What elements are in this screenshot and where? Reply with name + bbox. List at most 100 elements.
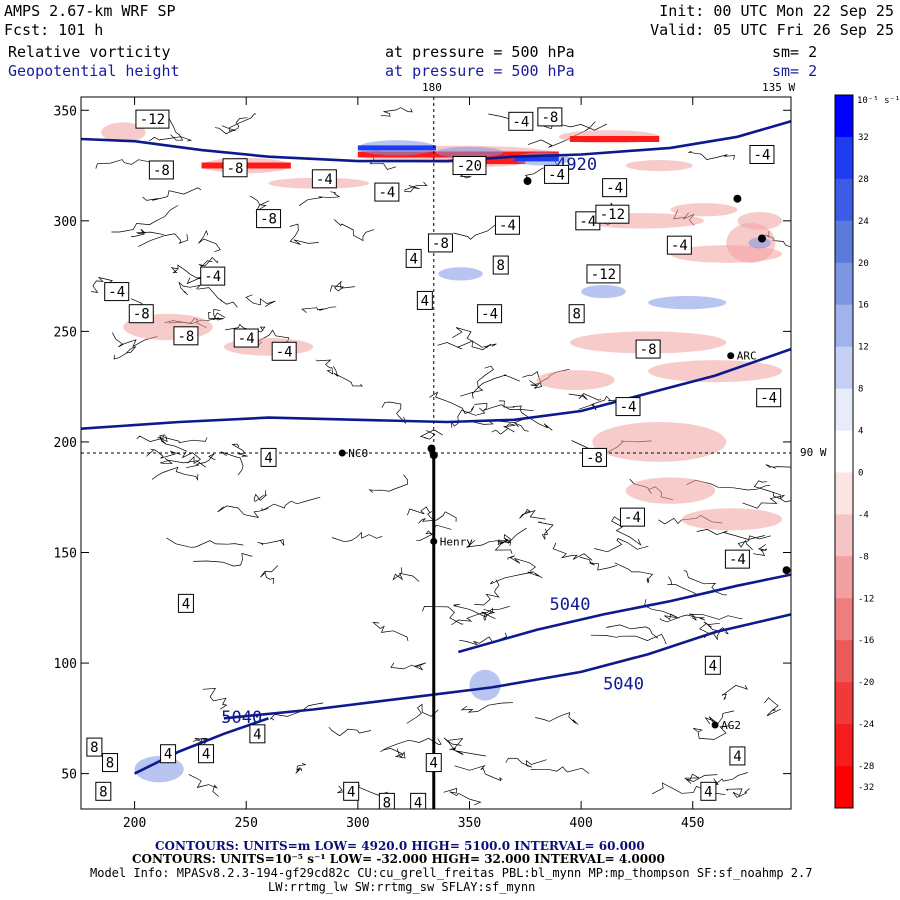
lon-label-135w: 135 W xyxy=(762,81,796,94)
x-tick-label: 350 xyxy=(458,816,481,831)
vorticity-thin-contour xyxy=(260,565,279,584)
vorticity-thin-contour xyxy=(443,787,482,806)
vorticity-thin-contour xyxy=(245,294,276,307)
vorticity-label-box xyxy=(260,447,277,467)
height-contour-line xyxy=(81,347,791,430)
station-dot xyxy=(430,537,438,545)
vorticity-thin-contour xyxy=(594,538,649,553)
vorticity-thin-contour xyxy=(404,181,428,193)
vorticity-thin-contour xyxy=(481,608,496,622)
marker-dot xyxy=(782,566,791,575)
vorticity-thin-contours xyxy=(91,107,791,806)
vorticity-label: -4 xyxy=(620,400,637,416)
vorticity-label: 4 xyxy=(164,747,172,763)
colorbar-swatch xyxy=(835,95,853,138)
vorticity-label: 4 xyxy=(709,658,717,674)
vorticity-thin-contour xyxy=(178,281,202,296)
vorticity-thin-contour xyxy=(452,327,497,348)
vorticity-thin-contour xyxy=(331,531,383,543)
vorticity-thin-contour xyxy=(753,544,768,556)
vorticity-thin-contour xyxy=(197,287,238,308)
vorticity-label-box xyxy=(544,164,570,184)
vorticity-label-box xyxy=(148,160,174,180)
vorticity-label: 4 xyxy=(264,450,272,466)
vorticity-label-box xyxy=(311,169,337,189)
vorticity-thin-contour xyxy=(269,702,324,721)
vorticity-thin-contour xyxy=(407,506,433,520)
station-name: AG2 xyxy=(721,719,741,732)
vorticity-label: -4 xyxy=(579,214,596,230)
vorticity-thin-contour xyxy=(113,346,136,360)
vorticity-label: 8 xyxy=(572,307,580,323)
colorbar-swatch xyxy=(835,556,853,599)
x-tick-label: 400 xyxy=(569,816,592,831)
vorticity-label-box xyxy=(86,737,103,757)
colorbar-tick-label: 24 xyxy=(858,217,869,227)
colorbar-tick-label: -28 xyxy=(858,762,874,772)
vorticity-label-box xyxy=(198,744,215,764)
height-contour-line xyxy=(457,573,791,654)
vorticity-thin-contour xyxy=(494,537,513,554)
y-tick-label: 100 xyxy=(54,657,77,672)
vorticity-thin-contour xyxy=(380,737,442,753)
vorticity-thin-contour xyxy=(337,785,388,796)
vorticity-label: 4 xyxy=(182,596,190,612)
station-dot xyxy=(727,352,735,360)
vorticity-thin-contour xyxy=(611,516,642,546)
colorbar-tick-label: -24 xyxy=(858,720,874,730)
vorticity-label-box xyxy=(256,209,282,229)
vorticity-thin-contour xyxy=(95,159,165,169)
vorticity-label: -4 xyxy=(671,238,688,254)
smoothing-2: sm= 2 xyxy=(772,62,818,80)
vorticity-label: -4 xyxy=(499,218,516,234)
vorticity-label-box xyxy=(135,109,170,129)
vorticity-label-box xyxy=(102,753,119,773)
vorticity-thin-contour xyxy=(683,570,727,596)
vorticity-label: -4 xyxy=(316,172,333,188)
vorticity-label: -8 xyxy=(227,161,244,177)
vorticity-thin-contour xyxy=(530,766,590,774)
negative-vorticity-region xyxy=(737,211,783,230)
vorticity-label: 8 xyxy=(383,795,391,811)
vorticity-label: 4 xyxy=(347,784,355,800)
init-time: Init: 00 UTC Mon 22 Sep 25 xyxy=(659,2,894,20)
colorbar-swatch xyxy=(835,178,853,222)
vorticity-label: -12 xyxy=(591,267,616,283)
vorticity-thin-contour xyxy=(535,712,579,725)
vorticity-label: 4 xyxy=(704,784,712,800)
vorticity-thin-contour xyxy=(429,391,475,414)
pressure-level-2: at pressure = 500 hPa xyxy=(385,62,575,80)
vorticity-label-box xyxy=(602,178,628,198)
vorticity-thin-contour xyxy=(193,553,253,567)
vorticity-thin-contour xyxy=(451,605,510,626)
vorticity-thin-contour xyxy=(315,359,334,375)
vorticity-thin-contour xyxy=(368,474,409,493)
vorticity-thin-contour xyxy=(498,400,529,418)
vorticity-label-box xyxy=(343,781,360,801)
vorticity-label-box xyxy=(492,255,509,275)
vorticity-label-box xyxy=(586,264,621,284)
vorticity-label: -4 xyxy=(606,181,623,197)
vorticity-label-box xyxy=(173,326,199,346)
colorbar-tick-label: -32 xyxy=(858,783,874,793)
colorbar-swatch xyxy=(835,640,853,683)
colorbar-tick-label: 12 xyxy=(858,343,869,353)
vorticity-thin-contour xyxy=(706,623,729,640)
vorticity-thin-contour xyxy=(390,662,426,671)
vorticity-thin-contour xyxy=(380,107,413,117)
colorbar-tick-label: 0 xyxy=(858,468,863,478)
vorticity-thin-contour xyxy=(448,738,486,757)
vorticity-thin-contour xyxy=(157,434,168,445)
vorticity-thin-contour xyxy=(333,219,375,242)
vorticity-thin-contour xyxy=(136,435,208,444)
vorticity-label: 4 xyxy=(421,293,429,309)
vorticity-thin-contour xyxy=(742,494,791,509)
vorticity-thin-contour xyxy=(214,117,248,135)
vorticity-label: -4 xyxy=(276,344,293,360)
vorticity-thin-contour xyxy=(198,230,221,253)
vorticity-thin-contour xyxy=(151,466,199,481)
vorticity-thin-contour xyxy=(198,256,219,267)
height-contour-line xyxy=(81,120,791,163)
vorticity-thin-contour xyxy=(188,774,219,797)
